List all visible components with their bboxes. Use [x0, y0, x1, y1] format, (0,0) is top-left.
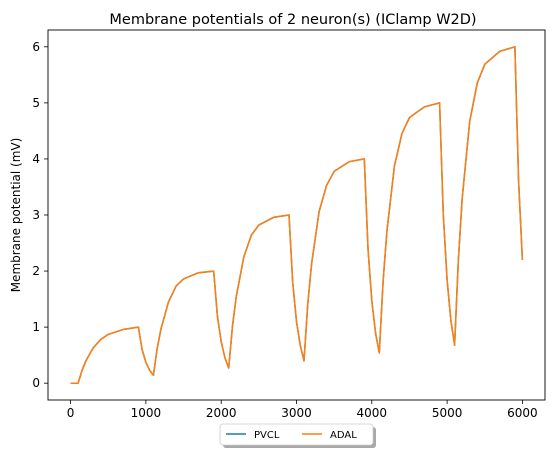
x-tick-label: 2000 — [206, 406, 237, 420]
legend-label-adal: ADAL — [330, 430, 357, 441]
plot-area — [47, 29, 546, 401]
y-tick-label: 1 — [32, 320, 40, 334]
y-axis-label: Membrane potential (mV) — [9, 138, 23, 293]
y-tick-label: 0 — [32, 376, 40, 390]
x-tick-label: 0 — [67, 406, 75, 420]
legend-box — [219, 423, 374, 446]
y-tick-label: 2 — [32, 264, 40, 278]
y-axis: 0 1 2 3 4 5 6 — [32, 40, 48, 390]
legend-label-pvcl: PVCL — [254, 430, 280, 441]
legend: PVCL ADAL — [219, 423, 376, 448]
y-tick-label: 3 — [32, 208, 40, 222]
x-tick-label: 4000 — [357, 406, 388, 420]
series-layer — [70, 46, 524, 384]
y-tick-label: 6 — [32, 40, 40, 54]
y-tick-label: 4 — [32, 152, 40, 166]
x-axis: 0 1000 2000 3000 4000 5000 6000 — [67, 400, 538, 420]
chart-title: Membrane potentials of 2 neuron(s) (ICla… — [109, 12, 476, 28]
y-tick-label: 5 — [32, 96, 40, 110]
x-tick-label: 6000 — [507, 406, 538, 420]
x-tick-label: 5000 — [432, 406, 463, 420]
series-line-adal — [70, 46, 524, 384]
x-tick-label: 1000 — [131, 406, 162, 420]
x-tick-label: 3000 — [281, 406, 312, 420]
